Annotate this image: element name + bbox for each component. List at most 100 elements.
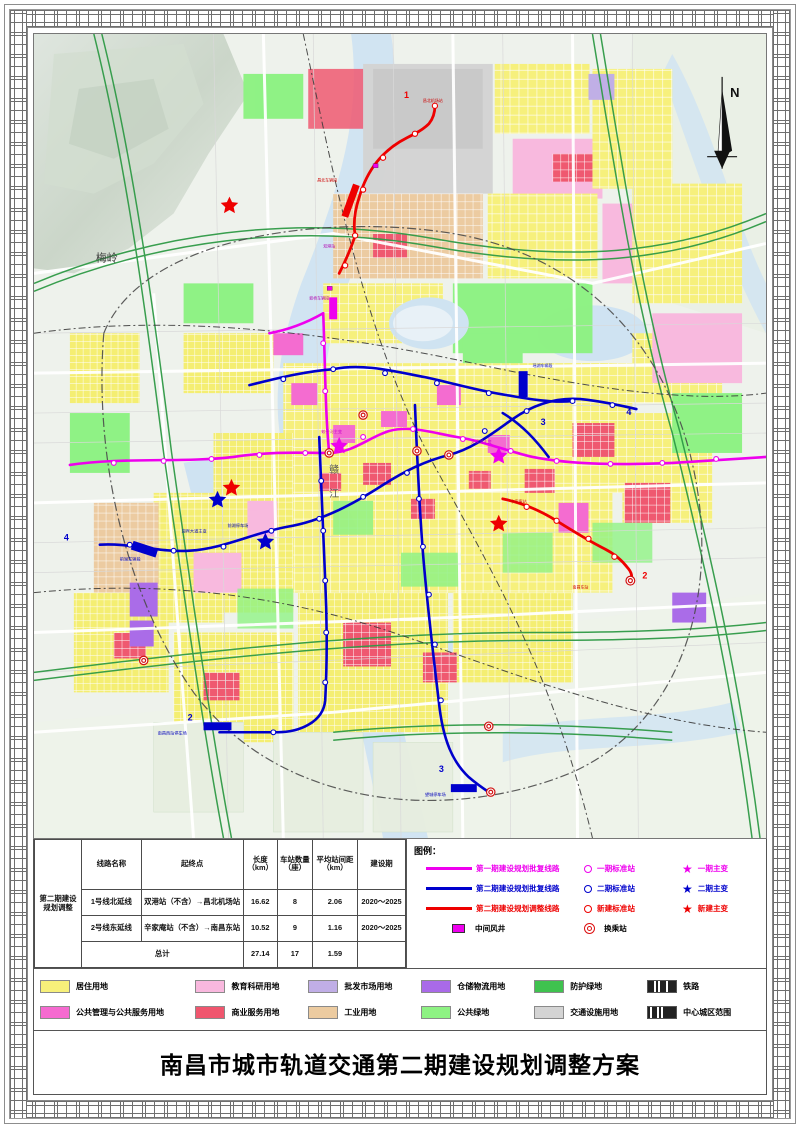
landuse-item-railway: 铁路	[647, 980, 760, 993]
transfer-station-label: 换乘站	[604, 924, 627, 933]
total-label: 总计	[81, 940, 244, 969]
legend-phase1-station: 一期标准站	[584, 863, 682, 874]
landuse-item-protective-green: 防护绿地	[534, 980, 647, 993]
commercial-label: 商业服务用地	[231, 1008, 280, 1017]
svg-text:江: 江	[329, 488, 339, 500]
landuse-legend: 居住用地 教育科研用地 批发市场用地 仓储物流用地 防护绿地	[33, 969, 767, 1031]
adjust-line-swatch	[426, 907, 472, 910]
public-green-label: 公共绿地	[457, 1008, 490, 1017]
col-stations-l2: （座）	[283, 863, 306, 873]
phase1-line-swatch	[426, 867, 472, 870]
svg-text:南昌西站停车场: 南昌西站停车场	[158, 729, 187, 735]
industrial-swatch	[308, 1006, 339, 1019]
table-row: 2号线东延线 辛家庵站（不含）→南昌东站 10.52 9 1.16 2020～2…	[35, 914, 406, 942]
col-length-l2: （km）	[247, 863, 273, 873]
transport-label: 交通设施用地	[570, 1008, 619, 1017]
phase1-station-label: 一期标准站	[597, 864, 635, 873]
wholesale-swatch	[308, 980, 339, 993]
row1-stations: 8	[276, 888, 313, 916]
commercial-swatch	[195, 1006, 226, 1019]
landuse-item-transport: 交通设施用地	[534, 1006, 647, 1019]
map-legend: 图例： 第一期建设规划批复线路 一期标准站 ★ 一期主变	[407, 839, 766, 968]
planning-map[interactable]: N 梅岭 赣 江 1 4 2 2 3 4 3	[33, 33, 767, 839]
adjust-station-icon	[584, 904, 592, 913]
phase1-substation-star-icon: ★	[682, 861, 693, 876]
col-spacing-l1: 平均站间距	[316, 854, 354, 864]
landuse-row-1: 居住用地 教育科研用地 批发市场用地 仓储物流用地 防护绿地	[40, 974, 760, 1000]
warehouse-label: 仓储物流用地	[457, 982, 506, 991]
railway-label: 铁路	[683, 982, 700, 991]
legend-phase2-line: 第二期建设规划批复线路	[414, 883, 584, 894]
city-boundary-line-icon	[647, 1006, 678, 1019]
total-length: 27.14	[242, 940, 278, 969]
residential-label: 居住用地	[76, 982, 108, 991]
svg-text:辛家庵站: 辛家庵站	[511, 499, 527, 504]
svg-text:南昌东站: 南昌东站	[573, 585, 589, 590]
city-boundary-label: 中心城区范围	[683, 1008, 732, 1017]
public-green-swatch	[421, 1006, 452, 1019]
phase2-substation-star-icon: ★	[682, 881, 693, 896]
svg-text:2: 2	[188, 712, 193, 722]
landuse-item-education: 教育科研用地	[195, 980, 308, 993]
legend-vent-shaft: 中间风井	[414, 923, 584, 934]
svg-text:蛟子河主变: 蛟子河主变	[321, 428, 342, 434]
legend-adjust-station: 新建标准站	[584, 903, 682, 914]
map-canvas[interactable]: N 梅岭 赣 江 1 4 2 2 3 4 3	[34, 34, 766, 838]
legend-phase1-line: 第一期建设规划批复线路	[414, 863, 584, 874]
warehouse-swatch	[421, 980, 452, 993]
col-stations: 车站数量 （座）	[276, 839, 313, 890]
legend-adjust-substation: ★ 新建主变	[682, 903, 762, 915]
phase1-substation-label: 一期主变	[697, 864, 729, 873]
railway-line-icon	[647, 980, 678, 993]
phase2-line-label: 第二期建设规划批复线路	[476, 884, 560, 893]
legend-phase1-substation: ★ 一期主变	[682, 863, 762, 875]
row2-endpoints: 辛家庵站（不含）→南昌东站	[140, 914, 244, 942]
col-spacing: 平均站间距 （km）	[311, 839, 359, 890]
svg-text:双港站: 双港站	[323, 243, 335, 248]
svg-text:昌北机场站: 昌北机场站	[423, 98, 443, 103]
protective-green-label: 防护绿地	[570, 982, 603, 991]
svg-text:望城停车场: 望城停车场	[425, 791, 446, 797]
col-stations-l1: 车站数量	[280, 854, 310, 864]
public-admin-label: 公共管理与公共服务用地	[76, 1008, 164, 1017]
total-stations: 17	[276, 940, 313, 969]
table-row-header: 第二期建设规划调整	[33, 839, 83, 968]
phase1-line-label: 第一期建设规划批复线路	[476, 864, 560, 873]
svg-text:艾溪湖主变: 艾溪湖主变	[471, 438, 492, 444]
landuse-item-wholesale: 批发市场用地	[308, 980, 421, 993]
transfer-station-icon	[584, 923, 595, 934]
vent-shaft-label: 中间风井	[475, 924, 506, 933]
landuse-item-public-admin: 公共管理与公共服务用地	[40, 1006, 195, 1019]
page-title: 南昌市城市轨道交通第二期建设规划调整方案	[160, 1051, 640, 1078]
phase1-station-icon	[584, 864, 592, 873]
row1-length: 16.62	[242, 888, 278, 916]
row1-period: 2020～2025	[357, 888, 406, 916]
legend-row-misc: 中间风井 换乘站	[414, 919, 762, 938]
phase2-station-icon	[584, 884, 592, 893]
row2-stations: 9	[276, 914, 313, 942]
row1-spacing: 2.06	[311, 888, 359, 916]
landuse-row-2: 公共管理与公共服务用地 商业服务用地 工业用地 公共绿地 交通设施用地	[40, 1000, 760, 1026]
adjust-substation-label: 新建主变	[697, 904, 729, 913]
legend-adjust-line: 第二期建设规划调整线路	[414, 903, 584, 914]
svg-text:瑶湖车辆段: 瑶湖车辆段	[533, 363, 553, 368]
wholesale-label: 批发市场用地	[344, 982, 393, 991]
table-header-row: 第二期建设规划调整 线路名称 起终点 长度 （km） 车站数量 （座） 平均站间…	[33, 839, 406, 968]
legend-phase2-station: 二期标准站	[584, 883, 682, 894]
adjust-line-label: 第二期建设规划调整线路	[476, 904, 560, 913]
landuse-item-city-boundary: 中心城区范围	[647, 1006, 760, 1019]
meander-bottom	[10, 1101, 790, 1118]
poster-content: N 梅岭 赣 江 1 4 2 2 3 4 3	[33, 33, 767, 1095]
phase2-substation-label: 二期主变	[697, 884, 729, 893]
industrial-label: 工业用地	[344, 1008, 377, 1017]
adjust-station-label: 新建标准站	[597, 904, 635, 913]
legend-transfer-station: 换乘站	[584, 923, 682, 934]
landuse-item-industrial: 工业用地	[308, 1006, 421, 1019]
phase2-line-swatch	[426, 887, 472, 890]
svg-text:N: N	[730, 85, 739, 100]
adjust-substation-star-icon: ★	[682, 901, 693, 916]
svg-text:4: 4	[64, 533, 69, 543]
row2-period: 2020～2025	[357, 914, 406, 942]
landuse-item-residential: 居住用地	[40, 980, 195, 993]
legend-row-phase1: 第一期建设规划批复线路 一期标准站 ★ 一期主变	[414, 859, 762, 878]
